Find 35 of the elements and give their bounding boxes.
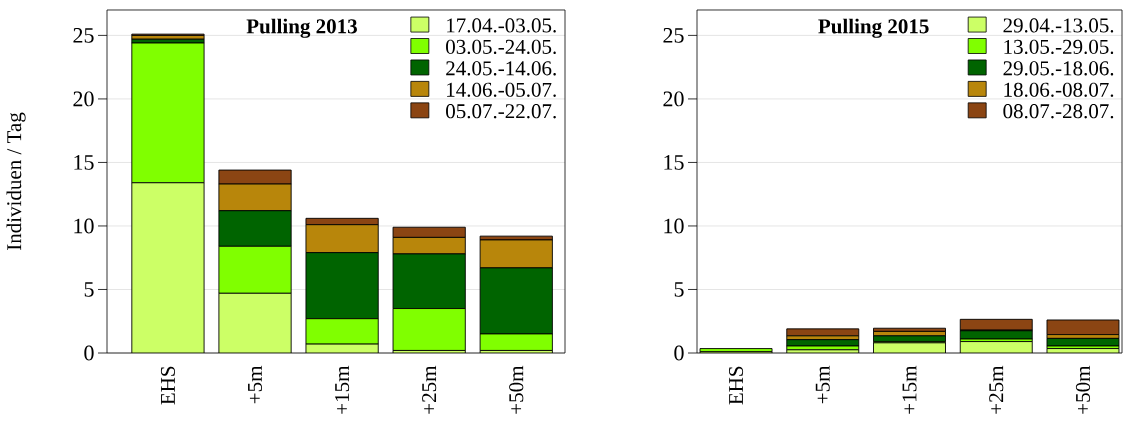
legend-label: 24.05.-14.06. <box>446 61 556 76</box>
legend-label: 08.07.-28.07. <box>1003 104 1114 119</box>
legend-label: 13.05.-29.05. <box>1004 39 1114 55</box>
legend-label: 18.06.-08.07. <box>1004 82 1114 97</box>
y-tick-label: 5 <box>84 282 94 297</box>
x-tick-label: +25m <box>989 365 1004 414</box>
x-tick-label: +15m <box>902 365 917 414</box>
y-tick-label: 15 <box>664 155 684 170</box>
legend-label: 17.04.-03.05. <box>447 18 556 33</box>
legend-label: 03.05.-24.05. <box>446 39 556 55</box>
y-axis-title: Individuen / Tag <box>6 112 26 250</box>
chart-title: Pulling 2015 <box>818 18 929 38</box>
y-tick-label: 20 <box>73 91 94 107</box>
legend-label: 29.04.-13.05. <box>1003 18 1114 33</box>
x-tick-label: +5m <box>248 365 262 404</box>
x-tick-label: +5m <box>815 365 830 404</box>
y-tick-label: 0 <box>674 345 684 361</box>
legend-label: 14.06.-05.07. <box>447 82 556 97</box>
y-tick-label: 25 <box>663 28 684 43</box>
y-tick-label: 5 <box>674 282 684 297</box>
legend-label: 29.05.-18.06. <box>1003 61 1114 76</box>
x-tick-label: +50m <box>509 365 524 414</box>
x-tick-label: +25m <box>422 365 437 414</box>
chart-title: Pulling 2013 <box>246 18 357 38</box>
x-tick-label: +15m <box>335 365 350 414</box>
y-tick-label: 25 <box>73 28 94 43</box>
x-tick-label: +50m <box>1075 365 1091 414</box>
legend-label: 05.07.-22.07. <box>446 104 556 119</box>
y-tick-label: 10 <box>664 218 684 234</box>
x-tick-label: EHS <box>160 366 175 405</box>
y-tick-label: 20 <box>663 91 684 107</box>
y-tick-label: 10 <box>74 218 94 234</box>
y-tick-label: 0 <box>84 345 94 361</box>
y-tick-label: 15 <box>74 155 94 170</box>
x-tick-label: EHS <box>728 366 744 405</box>
